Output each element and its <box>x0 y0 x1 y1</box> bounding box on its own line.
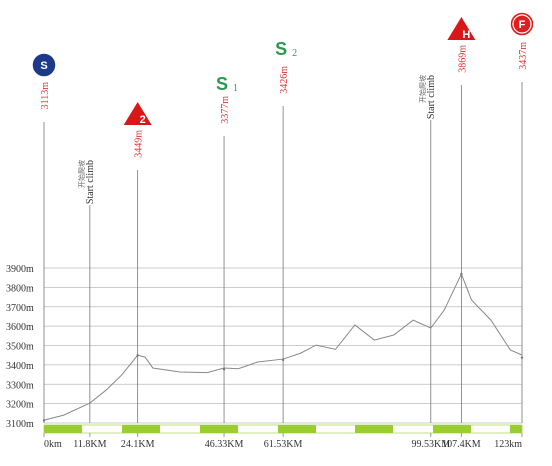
y-tick-label: 3500m <box>6 342 34 353</box>
marker-icon-label: S <box>40 60 47 72</box>
climb-label: Start climb <box>426 75 437 119</box>
marker-icon-ring <box>512 14 532 34</box>
marker-icon-sub: 1 <box>233 83 238 94</box>
climb-label: Start climb <box>85 160 96 204</box>
strip <box>200 425 238 433</box>
strip <box>278 425 316 433</box>
marker-elevation: 3437m <box>518 42 529 70</box>
x-tick-label: 107.4KM <box>442 439 481 450</box>
strip <box>355 425 393 433</box>
x-tick-label: 11.8KM <box>73 439 106 450</box>
marker-elevation: 3377m <box>220 96 231 124</box>
marker-icon <box>123 102 152 125</box>
marker-icon-label: S <box>275 39 287 59</box>
y-tick-label: 3200m <box>6 400 34 411</box>
strip <box>44 425 82 433</box>
y-tick-label: 3100m <box>6 419 34 430</box>
climb-label-cn: 开始爬坡 <box>418 75 427 103</box>
marker-elevation: 3449m <box>134 130 145 158</box>
x-tick-label: 61.53KM <box>264 439 303 450</box>
marker-icon <box>447 17 476 40</box>
strip <box>433 425 471 433</box>
x-tick-label: 24.1KM <box>121 439 155 450</box>
climb-label-cn: 开始爬坡 <box>77 160 86 188</box>
marker-icon-sub: 2 <box>292 48 297 59</box>
x-tick-label: 99.53KM <box>411 439 450 450</box>
marker-icon-label: F <box>519 19 526 31</box>
marker-elevation-point <box>222 368 226 371</box>
marker-elevation-point <box>136 354 139 357</box>
marker-elevation-point <box>281 358 285 362</box>
marker-elevation-point <box>460 272 463 276</box>
y-tick-label: 3800m <box>6 283 34 294</box>
marker-icon-label: H <box>462 29 470 41</box>
marker-icon-label: S <box>216 74 228 94</box>
marker-elevation-point <box>42 419 46 422</box>
y-tick-label: 3400m <box>6 361 34 372</box>
strip <box>510 425 522 433</box>
profile-line <box>43 272 523 421</box>
marker-elevation: 3869m <box>457 45 468 73</box>
marker-icon <box>31 52 57 78</box>
y-tick-label: 3700m <box>6 303 34 314</box>
strip <box>122 425 160 433</box>
marker-elevation-point <box>520 356 524 359</box>
marker-elevation: 3113m <box>40 82 51 110</box>
y-tick-label: 3600m <box>6 322 34 333</box>
x-tick-label: 46.33KM <box>205 439 244 450</box>
y-tick-label: 3900m <box>6 264 34 275</box>
x-tick-label: 123km <box>494 439 522 450</box>
y-tick-label: 3300m <box>6 380 34 391</box>
marker-elevation: 3426m <box>279 66 290 94</box>
marker-icon-label: 2 <box>140 114 146 126</box>
x-tick-label: 0km <box>44 439 62 450</box>
